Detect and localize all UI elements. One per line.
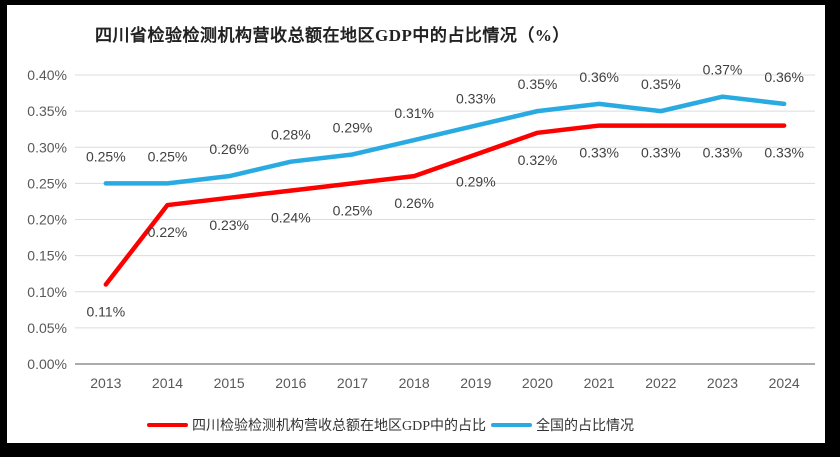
legend-key-national-line	[491, 423, 533, 427]
x-tick-label: 2024	[769, 375, 800, 391]
x-tick-label: 2019	[460, 375, 491, 391]
series-line	[103, 94, 787, 186]
data-label: 0.32%	[518, 152, 558, 168]
data-label: 0.29%	[456, 173, 496, 189]
x-tick-label: 2022	[645, 375, 676, 391]
legend-item-national: 全国的占比情况	[491, 415, 634, 435]
x-tick-label: 2013	[90, 375, 121, 391]
x-tick-label: 2014	[152, 375, 183, 391]
line-chart-canvas: 0.00% 0.05% 0.10% 0.15% 0.20% 0.25% 0.30% 0.35%…	[27, 62, 815, 391]
data-label: 0.36%	[764, 69, 804, 85]
chart-panel: 四川省检验检测机构营收总额在地区GDP中的占比情况（%） 0.00% 0.05% 0…	[7, 5, 825, 443]
data-label: 0.11%	[86, 304, 125, 320]
chart-title: 四川省检验检测机构营收总额在地区GDP中的占比情况（%）	[95, 26, 570, 45]
y-tick-label: 0.05%	[27, 320, 67, 336]
data-label: 0.33%	[456, 91, 496, 107]
x-tick-label: 2018	[399, 375, 430, 391]
data-label: 0.22%	[148, 224, 188, 240]
legend-key-sichuan-line	[147, 423, 188, 427]
legend-label-sichuan: 四川检验检测机构营收总额在地区GDP中的占比	[192, 419, 487, 434]
x-tick-label: 2023	[707, 375, 738, 391]
chart-legend: 四川检验检测机构营收总额在地区GDP中的占比 全国的占比情况	[147, 415, 634, 435]
data-label: 0.26%	[209, 141, 249, 157]
data-label: 0.35%	[641, 76, 681, 92]
data-label: 0.25%	[86, 148, 126, 164]
x-tick-label: 2015	[214, 375, 245, 391]
y-tick-label: 0.15%	[27, 248, 67, 264]
data-label: 0.36%	[579, 69, 619, 85]
data-label: 0.25%	[148, 148, 188, 164]
y-tick-label: 0.35%	[27, 103, 67, 119]
legend-item-sichuan: 四川检验检测机构营收总额在地区GDP中的占比	[147, 415, 486, 435]
y-tick-label: 0.10%	[27, 284, 67, 300]
data-label: 0.29%	[333, 119, 373, 135]
data-label: 0.26%	[394, 195, 434, 211]
data-label: 0.37%	[703, 62, 743, 78]
data-label: 0.33%	[703, 145, 743, 161]
data-label: 0.24%	[271, 210, 311, 226]
data-label: 0.28%	[271, 127, 311, 143]
data-label: 0.23%	[209, 217, 249, 233]
y-tick-label: 0.30%	[27, 139, 67, 155]
data-label: 0.31%	[394, 105, 434, 121]
data-label: 0.33%	[764, 145, 804, 161]
data-label: 0.35%	[518, 76, 558, 92]
legend-label-national: 全国的占比情况	[536, 419, 635, 434]
x-tick-label: 2017	[337, 375, 368, 391]
y-tick-label: 0.25%	[27, 175, 67, 191]
data-label: 0.33%	[641, 145, 681, 161]
x-tick-label: 2020	[522, 375, 553, 391]
data-label: 0.33%	[579, 145, 619, 161]
data-label: 0.25%	[333, 202, 373, 218]
y-tick-label: 0.20%	[27, 212, 67, 228]
y-tick-label: 0.00%	[27, 356, 67, 372]
x-tick-label: 2016	[275, 375, 306, 391]
y-tick-label: 0.40%	[27, 67, 67, 83]
series-line	[103, 123, 787, 287]
x-tick-label: 2021	[584, 375, 615, 391]
